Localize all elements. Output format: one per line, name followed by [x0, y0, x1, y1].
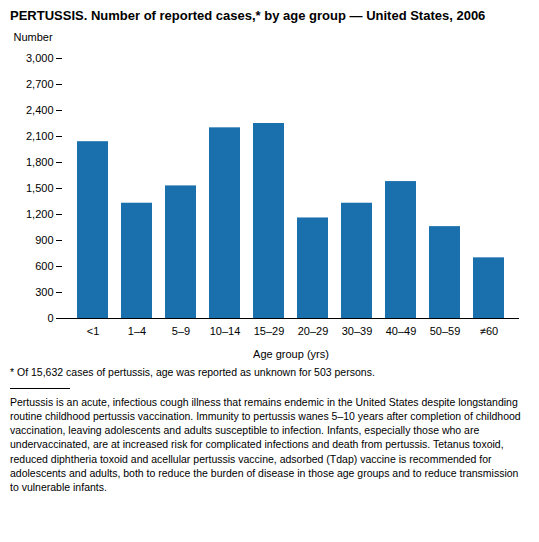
- svg-text:3,000: 3,000: [26, 52, 54, 64]
- svg-text:0: 0: [47, 312, 53, 324]
- svg-text:600: 600: [35, 260, 53, 272]
- html-text:PERTUSSIS. Number of reported: PERTUSSIS. Number of reported cases,* by…: [10, 8, 486, 23]
- svg-text:30–39: 30–39: [342, 326, 373, 338]
- svg-text:≠60: ≠60: [480, 326, 498, 338]
- svg-text:<1: <1: [87, 326, 100, 338]
- svg-text:1,800: 1,800: [26, 156, 54, 168]
- html-text:* Of 15,632 cases of pertussis: * Of 15,632 cases of pertussis, age was …: [10, 366, 375, 379]
- svg-text:1–4: 1–4: [128, 326, 146, 338]
- svg-text:900: 900: [35, 234, 53, 246]
- svg-text:300: 300: [35, 286, 53, 298]
- html-text:Pertussis is an acute, infecti: Pertussis is an acute, infectious cough …: [10, 395, 521, 493]
- svg-text:20–29: 20–29: [298, 326, 329, 338]
- svg-text:2,400: 2,400: [26, 104, 54, 116]
- svg-text:Number: Number: [14, 32, 53, 44]
- svg-text:2,100: 2,100: [26, 130, 54, 142]
- svg-text:5–9: 5–9: [172, 326, 190, 338]
- svg-text:50–59: 50–59: [430, 326, 461, 338]
- svg-text:1,500: 1,500: [26, 182, 54, 194]
- svg-text:40–49: 40–49: [386, 326, 417, 338]
- svg-text:15–29: 15–29: [254, 326, 285, 338]
- svg-text:2,700: 2,700: [26, 78, 54, 90]
- svg-text:Age group (yrs): Age group (yrs): [253, 348, 329, 360]
- svg-text:1,200: 1,200: [26, 208, 54, 220]
- svg-text:10–14: 10–14: [210, 326, 241, 338]
